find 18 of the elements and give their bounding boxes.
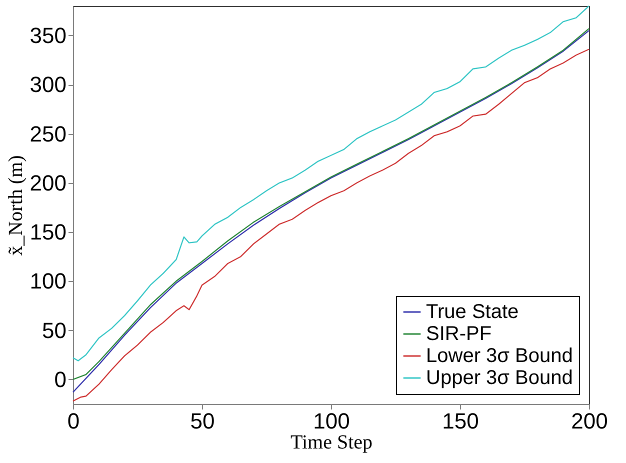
legend-label: Lower 3σ Bound: [426, 345, 573, 367]
legend-label: True State: [426, 301, 519, 323]
y-tick-label: 100: [30, 268, 66, 294]
x-tick-label: 100: [313, 408, 350, 434]
y-tick-label: 250: [30, 121, 66, 146]
x-tick-label: 200: [571, 408, 608, 434]
y-tick-label: 0: [54, 366, 66, 392]
x-axis-title: Time Step: [290, 432, 373, 454]
x-tick-label: 50: [190, 408, 215, 434]
y-tick-label: 350: [30, 22, 66, 48]
y-tick-label: 150: [30, 220, 66, 245]
y-tick-label: 50: [42, 318, 66, 343]
legend-label: SIR-PF: [426, 323, 492, 345]
x-tick-label: 150: [442, 408, 479, 434]
y-tick-label: 200: [30, 170, 66, 196]
y-axis-title: x̃_North (m): [4, 155, 27, 256]
y-tick-label: 300: [30, 72, 66, 98]
legend-label: Upper 3σ Bound: [426, 367, 573, 389]
